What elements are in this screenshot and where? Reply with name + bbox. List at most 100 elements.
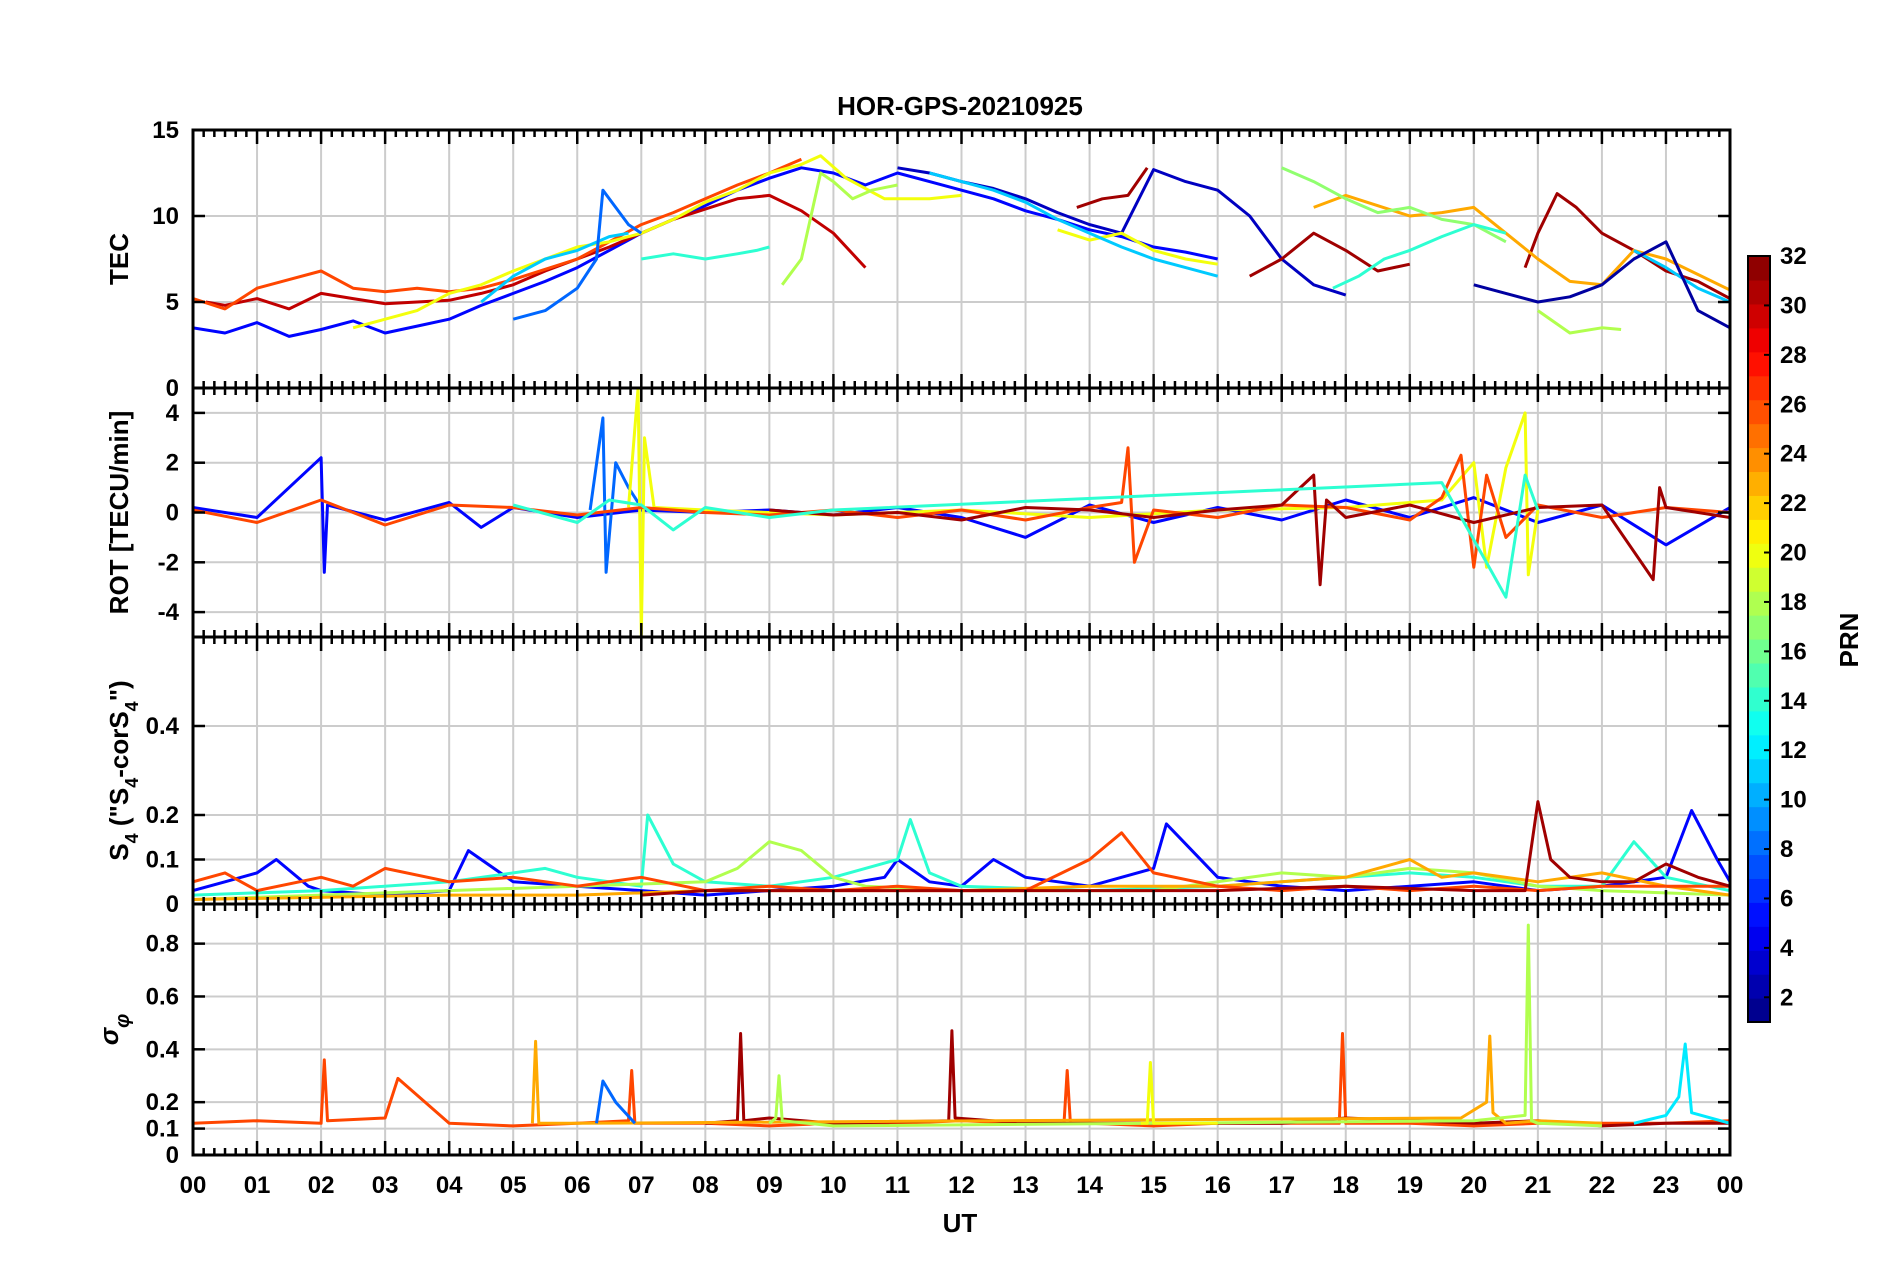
colorbar-segment [1748, 686, 1770, 712]
series-prn-31 [769, 473, 1730, 587]
y-tick-label: 0.2 [146, 1089, 179, 1116]
x-tick-label: 12 [948, 1172, 975, 1199]
colorbar-segment [1748, 902, 1770, 927]
series-prn-11 [929, 171, 1219, 278]
panel-sigma_phi: 00.10.20.40.60.8σφ [94, 902, 1732, 1169]
y-tick-label: -2 [158, 549, 179, 576]
colorbar-frame [1747, 255, 1771, 1023]
series-prn-31 [1076, 166, 1149, 209]
colorbar-tick-label: 8 [1780, 836, 1793, 863]
x-tick-label: 07 [628, 1172, 655, 1199]
series-prn-8 [595, 1079, 637, 1125]
x-tick-label: 23 [1653, 1172, 1680, 1199]
series-group [193, 388, 1730, 637]
series-prn-14 [1332, 223, 1507, 290]
y-tick-label: 0 [166, 1142, 179, 1169]
colorbar-segment [1748, 615, 1770, 640]
series-group [193, 923, 1730, 1128]
series-prn-18 [780, 171, 898, 286]
colorbar-segment [1748, 830, 1770, 856]
x-tick-label: 02 [308, 1172, 335, 1199]
chart-title: HOR-GPS-20210925 [837, 91, 1083, 121]
x-tick-label: 05 [500, 1172, 527, 1199]
panel-s4: 00.10.20.4S4 ("S4-corS4") [104, 635, 1732, 918]
series-prn-18 [1537, 309, 1622, 335]
colorbar-tick-label: 32 [1780, 243, 1807, 270]
colorbar-segment [1748, 256, 1770, 281]
y-tick-label: 0.8 [146, 931, 179, 958]
colorbar-tick-label: 6 [1780, 885, 1793, 912]
colorbar-segment [1748, 758, 1770, 784]
x-tick-label: 17 [1268, 1172, 1295, 1199]
colorbar-segment [1748, 495, 1770, 520]
series-group [193, 154, 1730, 338]
series-prn-20 [1140, 1061, 1218, 1125]
y-tick-label: 10 [152, 203, 179, 230]
x-tick-label: 14 [1076, 1172, 1103, 1199]
y-axis-label: ROT [TECU/min] [104, 411, 134, 615]
colorbar-segment [1748, 878, 1770, 903]
colorbar-segment [1748, 591, 1770, 616]
colorbar-segment [1748, 926, 1770, 951]
colorbar-segment [1748, 543, 1770, 568]
colorbar-segment [1748, 974, 1770, 999]
series-group [193, 800, 1730, 901]
series-prn-14 [641, 245, 770, 261]
x-tick-label: 00 [180, 1172, 207, 1199]
colorbar-segment [1748, 998, 1770, 1023]
series-prn-2 [1473, 240, 1730, 330]
x-tick-label: 09 [756, 1172, 783, 1199]
x-tick-label: 03 [372, 1172, 399, 1199]
colorbar-segment [1748, 375, 1770, 401]
series-prn-18 [768, 923, 1602, 1128]
colorbar-segment [1748, 854, 1770, 879]
x-tick-label: 08 [692, 1172, 719, 1199]
colorbar-tick-label: 2 [1780, 984, 1793, 1011]
y-tick-label: 0.2 [146, 802, 179, 829]
y-tick-label: 0.1 [146, 847, 179, 874]
colorbar-segment [1748, 399, 1770, 425]
colorbar-tick-label: 30 [1780, 292, 1807, 319]
y-tick-label: 0.4 [146, 713, 180, 740]
x-tick-label: 13 [1012, 1172, 1039, 1199]
y-tick-label: 4 [166, 400, 180, 427]
colorbar-segment [1748, 639, 1770, 664]
colorbar-segment [1748, 710, 1770, 736]
series-prn-20 [352, 154, 962, 330]
x-axis-label: UT [943, 1208, 978, 1238]
colorbar-tick-label: 20 [1780, 540, 1807, 567]
x-tick-label: 18 [1332, 1172, 1359, 1199]
series-prn-26 [193, 157, 802, 311]
x-tick-label: 21 [1525, 1172, 1552, 1199]
y-tick-label: 0 [166, 375, 179, 402]
x-tick-label: 06 [564, 1172, 591, 1199]
y-tick-label: 0.6 [146, 983, 179, 1010]
series-prn-20 [1057, 228, 1218, 266]
colorbar-segment [1748, 303, 1770, 329]
y-tick-label: 0 [166, 891, 179, 918]
x-tick-label: 22 [1589, 1172, 1616, 1199]
colorbar-segment [1748, 806, 1770, 832]
y-tick-label: 0.1 [146, 1116, 179, 1143]
x-tick-label: 15 [1140, 1172, 1167, 1199]
colorbar-segment [1748, 662, 1770, 688]
series-prn-23 [1313, 193, 1730, 292]
x-tick-label: 11 [885, 1172, 910, 1199]
colorbar-tick-label: 24 [1780, 441, 1807, 468]
colorbar-label: PRN [1834, 613, 1864, 668]
y-tick-label: 0 [166, 500, 179, 527]
series-prn-14 [512, 473, 1540, 599]
panel-rot: -4 -2 0 2 4 ROT [TECU/min] [104, 386, 1732, 639]
y-tick-label: 0.4 [146, 1036, 180, 1063]
colorbar-segment [1748, 447, 1770, 473]
colorbar-segment [1748, 519, 1770, 544]
y-tick-label: 2 [166, 450, 179, 477]
colorbar-segment [1748, 782, 1770, 808]
colorbar-tick-label: 18 [1780, 589, 1807, 616]
x-tick-label: 04 [436, 1172, 463, 1199]
series-prn-8 [512, 188, 643, 321]
series-prn-31 [1248, 231, 1411, 278]
panel-tec: 0 5 10 15 TEC [104, 117, 1732, 402]
